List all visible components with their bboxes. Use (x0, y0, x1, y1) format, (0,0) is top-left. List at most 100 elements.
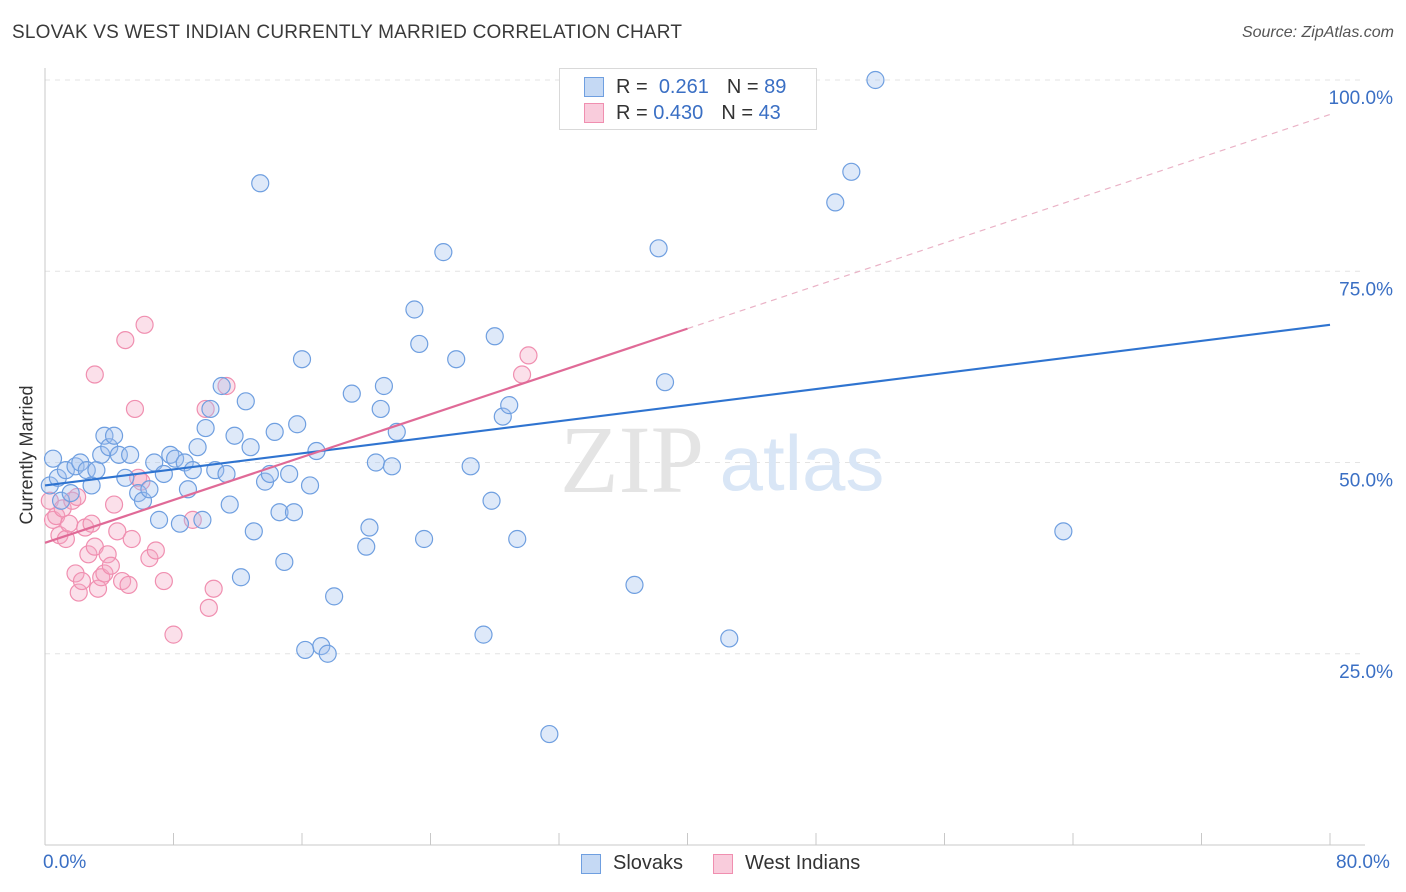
slovaks-point (188, 438, 207, 457)
west-indians-point (101, 556, 120, 575)
slovaks-point (61, 484, 80, 503)
slovaks-point (296, 640, 315, 660)
legend-r-label: R = (616, 101, 648, 124)
west-indians-point (199, 598, 218, 617)
west-indians-legend-label: West Indians (745, 852, 861, 874)
slovaks-legend-swatch (581, 853, 601, 874)
slovaks-point (360, 518, 379, 537)
slovaks-point (265, 422, 284, 441)
legend-row-west-indians: R = 0.430 N = 43 (584, 100, 781, 126)
slovaks-point (325, 587, 344, 606)
west-indians-point (119, 575, 138, 595)
legend-r-label: R = (616, 75, 648, 98)
slovaks-point (284, 503, 304, 522)
west-indians-point (72, 571, 92, 591)
y-tick-label: 50.0% (1339, 471, 1393, 492)
slovaks-point (482, 491, 501, 510)
slovaks-point (193, 510, 212, 529)
slovaks-point (382, 457, 402, 476)
slovaks-point (357, 537, 376, 556)
west-indians-points (40, 315, 538, 644)
slovaks-point (461, 457, 480, 476)
source-credit: Source: ZipAtlas.com (1241, 24, 1394, 41)
west-indians-point (116, 331, 135, 350)
slovaks-point (43, 449, 63, 468)
slovaks-point (100, 438, 119, 457)
slovaks-point (508, 529, 527, 549)
west-indians-trend-extension (687, 113, 1331, 330)
west-indians-point (164, 625, 183, 644)
slovaks-point (166, 449, 185, 468)
legend-r-value: 0.261 (658, 75, 709, 98)
west-indians-point (519, 346, 538, 365)
slovaks-point (270, 503, 289, 522)
slovaks-point (154, 464, 173, 484)
slovaks-point (149, 510, 169, 529)
y-tick-label: 100.0% (1329, 88, 1394, 109)
west-indians-point (196, 399, 215, 419)
slovaks-point (183, 461, 202, 480)
slovaks-point (51, 491, 71, 510)
west-indians-point (59, 514, 79, 533)
slovaks-point (371, 399, 390, 419)
legend-n-value: 43 (758, 101, 781, 124)
west-indians-point (108, 522, 127, 541)
chart-title: SLOVAK VS WEST INDIAN CURRENTLY MARRIED … (12, 22, 683, 43)
slovaks-point (231, 568, 251, 587)
legend-row-slovaks: R = 0.261 N = 89 (584, 74, 786, 100)
west-indians-trend-line (44, 327, 688, 544)
slovaks-point (121, 445, 140, 464)
legend-n-label: N = (721, 101, 753, 124)
slovaks-point (720, 629, 739, 648)
slovaks-point (56, 461, 75, 480)
west-indians-point (154, 571, 173, 591)
y-tick-label: 25.0% (1339, 662, 1393, 683)
trend-lines (44, 113, 1331, 544)
slovaks-legend-label: Slovaks (613, 852, 684, 874)
west-indians-point (217, 376, 236, 396)
west-indians-legend-swatch (713, 853, 733, 874)
watermark-zip: ZIP (560, 406, 704, 513)
west-indians-swatch (584, 103, 604, 123)
west-indians-point (85, 365, 104, 384)
slovaks-point (500, 396, 519, 415)
west-indians-point (98, 545, 117, 564)
west-indians-point (146, 541, 165, 560)
slovaks-point (212, 376, 231, 396)
y-tick-labels: 25.0% 50.0% 75.0% 100.0% (1329, 88, 1394, 683)
slovaks-point (206, 461, 225, 480)
legend-r-value: 0.430 (653, 101, 704, 124)
slovaks-point (405, 300, 424, 319)
slovaks-point (275, 552, 294, 572)
slovaks-point (236, 392, 255, 411)
slovaks-points (40, 70, 1073, 744)
slovaks-point (374, 376, 394, 396)
slovaks-point (655, 373, 675, 392)
west-indians-point (512, 365, 532, 384)
slovaks-swatch (584, 77, 604, 97)
slovaks-point (170, 514, 190, 533)
legend-n-label: N = (726, 75, 759, 98)
west-indians-point (135, 315, 154, 334)
slovaks-point (225, 426, 244, 445)
slovaks-point (649, 239, 668, 258)
x-tick-label-max: 80.0% (1336, 852, 1390, 873)
west-indians-point (69, 583, 88, 602)
slovaks-point (104, 426, 124, 445)
west-indians-point (104, 495, 124, 514)
slovaks-point (220, 495, 239, 514)
slovaks-point (625, 575, 644, 595)
correlation-legend: R = 0.261 N = 89 R = 0.430 N = 43 (559, 68, 817, 130)
slovaks-point (414, 529, 434, 549)
slovaks-point (342, 384, 361, 403)
slovaks-point (842, 162, 861, 181)
slovaks-point (474, 625, 493, 644)
slovaks-point (244, 522, 263, 541)
slovaks-point (241, 438, 260, 457)
west-indians-point (88, 579, 108, 598)
slovaks-point (447, 350, 466, 369)
west-indians-point (125, 399, 145, 419)
west-indians-point (122, 529, 141, 549)
slovaks-point (318, 644, 337, 663)
